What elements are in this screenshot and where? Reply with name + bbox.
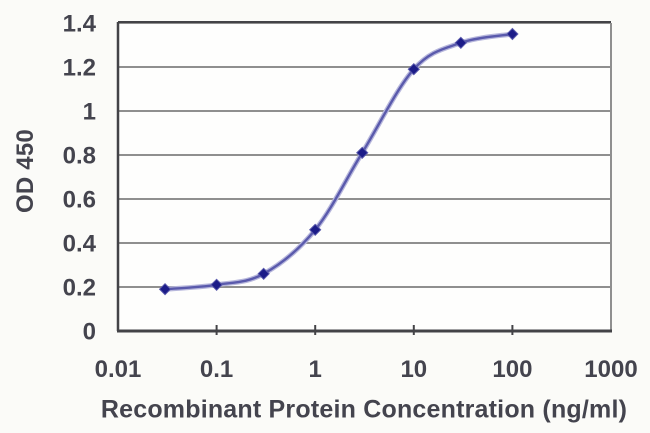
y-tick-label: 1.4: [63, 11, 97, 38]
y-tick-label: 1.2: [63, 55, 96, 82]
x-tick-label: 1000: [584, 356, 637, 383]
plot-background: [118, 23, 611, 331]
data-point-marker: [407, 62, 421, 76]
y-tick-label: 0.6: [63, 187, 96, 214]
y-axis-title: OD 450: [12, 129, 39, 213]
data-point-marker: [454, 36, 468, 50]
y-tick-label: 0.2: [63, 275, 96, 302]
series-line: [163, 32, 514, 291]
x-tick-label: 0.01: [95, 356, 142, 383]
y-tick-label: 0.4: [63, 231, 97, 258]
data-point-marker: [356, 146, 369, 160]
x-tick-label: 100: [492, 356, 532, 383]
y-tick-label: 1: [83, 99, 96, 126]
data-point-marker: [210, 278, 223, 292]
data-point-marker: [308, 223, 322, 237]
x-tick-label: 1: [309, 356, 322, 383]
data-point-marker: [257, 267, 270, 281]
x-tick-label: 0.1: [200, 356, 233, 383]
y-tick-label: 0: [83, 319, 96, 346]
data-point-marker: [506, 27, 519, 41]
y-tick-label: 0.8: [63, 143, 96, 170]
x-axis-title: Recombinant Protein Concentration (ng/ml…: [100, 395, 628, 424]
data-point-marker: [158, 282, 172, 296]
x-tick-label: 10: [400, 356, 427, 383]
